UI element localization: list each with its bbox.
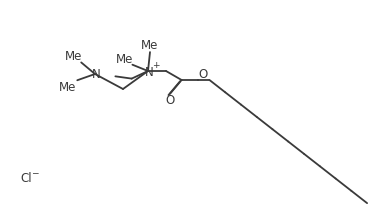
Text: O: O <box>198 69 207 81</box>
Text: N: N <box>92 67 100 81</box>
Text: −: − <box>31 168 39 178</box>
Text: +: + <box>152 62 160 71</box>
Text: Me: Me <box>64 50 82 63</box>
Text: Me: Me <box>59 81 76 94</box>
Text: Me: Me <box>116 53 133 66</box>
Text: N: N <box>145 65 153 78</box>
Text: Cl: Cl <box>20 173 31 185</box>
Text: Me: Me <box>141 39 159 52</box>
Text: O: O <box>165 94 175 107</box>
